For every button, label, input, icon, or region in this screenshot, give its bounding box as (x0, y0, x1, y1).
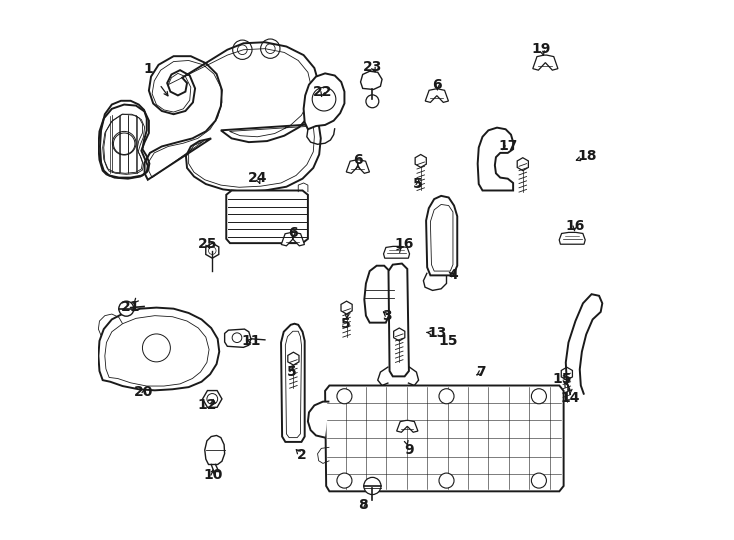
Circle shape (531, 389, 546, 404)
Polygon shape (346, 160, 369, 173)
Polygon shape (426, 196, 457, 275)
Text: 5: 5 (413, 177, 423, 191)
Text: 20: 20 (134, 386, 153, 400)
Polygon shape (562, 367, 573, 380)
Polygon shape (281, 323, 305, 442)
Circle shape (439, 473, 454, 488)
Text: 2: 2 (297, 448, 306, 462)
Polygon shape (364, 266, 393, 322)
Circle shape (337, 473, 352, 488)
Text: 6: 6 (353, 153, 363, 167)
Text: 5: 5 (341, 317, 351, 330)
Polygon shape (98, 308, 219, 390)
Circle shape (364, 477, 381, 495)
Polygon shape (559, 232, 585, 244)
Polygon shape (517, 158, 528, 171)
Polygon shape (388, 264, 409, 376)
Text: 8: 8 (358, 498, 368, 512)
Polygon shape (308, 402, 330, 437)
Polygon shape (288, 352, 299, 365)
Text: 10: 10 (203, 468, 222, 482)
Circle shape (531, 473, 546, 488)
Text: 9: 9 (404, 443, 414, 457)
Text: 19: 19 (532, 42, 551, 56)
Text: 16: 16 (395, 237, 414, 251)
Polygon shape (478, 127, 513, 191)
Text: 24: 24 (247, 171, 267, 185)
Text: 18: 18 (578, 149, 597, 163)
Text: 22: 22 (313, 85, 333, 99)
Text: 6: 6 (288, 226, 298, 240)
Polygon shape (341, 301, 352, 314)
Polygon shape (384, 246, 410, 258)
Polygon shape (206, 243, 219, 258)
Polygon shape (304, 73, 344, 129)
Polygon shape (425, 89, 448, 103)
Polygon shape (325, 386, 564, 491)
Text: 4: 4 (448, 268, 458, 282)
Text: 11: 11 (241, 334, 261, 348)
Text: 15: 15 (438, 334, 458, 348)
Polygon shape (533, 55, 558, 70)
Circle shape (439, 389, 454, 404)
Text: 16: 16 (565, 219, 584, 233)
Text: 12: 12 (197, 399, 217, 413)
Polygon shape (225, 329, 251, 347)
Text: 17: 17 (498, 139, 517, 153)
Text: 23: 23 (363, 60, 382, 74)
Polygon shape (393, 328, 405, 341)
Polygon shape (396, 421, 418, 432)
Polygon shape (226, 191, 308, 243)
Circle shape (366, 95, 379, 108)
Polygon shape (360, 71, 382, 90)
Circle shape (337, 389, 352, 404)
Text: 13: 13 (427, 326, 446, 340)
Polygon shape (203, 390, 222, 407)
Text: 7: 7 (476, 365, 486, 379)
Polygon shape (281, 232, 305, 246)
Text: 3: 3 (382, 309, 392, 323)
Text: 21: 21 (121, 300, 140, 314)
Polygon shape (205, 435, 225, 464)
Text: 25: 25 (197, 237, 217, 251)
Polygon shape (415, 154, 426, 167)
Text: 14: 14 (560, 391, 580, 405)
Text: 6: 6 (432, 78, 442, 92)
Text: 5: 5 (287, 365, 297, 379)
Text: 1: 1 (143, 62, 153, 76)
Text: 15: 15 (552, 372, 572, 386)
Circle shape (119, 301, 134, 316)
